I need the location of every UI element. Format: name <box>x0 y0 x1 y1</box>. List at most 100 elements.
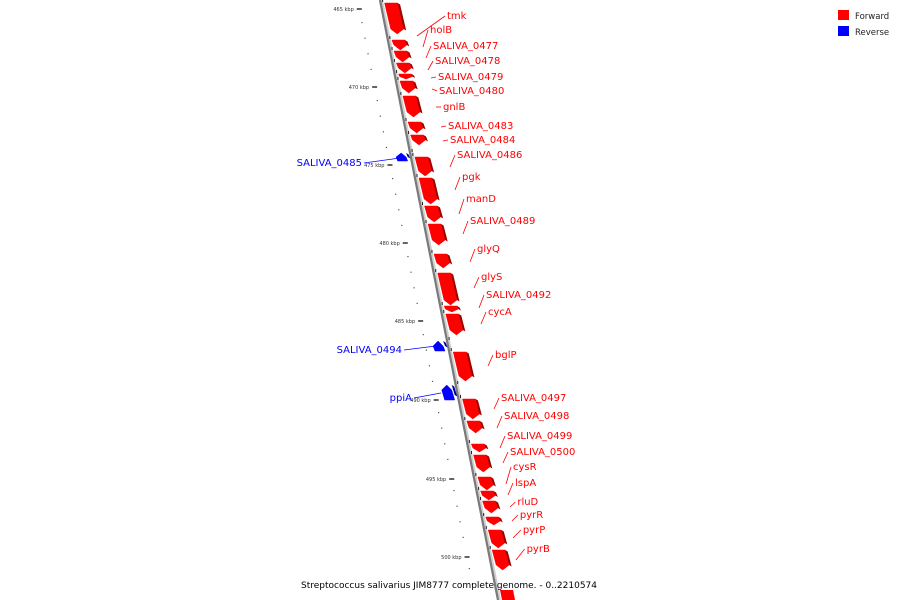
label-leader <box>515 548 525 561</box>
gene-label[interactable]: pgk <box>462 172 481 183</box>
gene-feature[interactable] <box>450 348 475 382</box>
gene-feature[interactable] <box>480 497 501 514</box>
position-dot <box>447 458 449 460</box>
gene-label[interactable]: SALIVA_0484 <box>450 135 515 146</box>
legend-item-forward[interactable]: Forward <box>838 10 889 22</box>
label-leader <box>487 354 494 367</box>
gene-feature[interactable] <box>441 302 461 313</box>
gene-arrow-shadow <box>441 224 448 242</box>
gene-label[interactable]: tmk <box>447 11 467 22</box>
gene-feature[interactable] <box>435 269 460 306</box>
position-dot <box>379 115 381 117</box>
position-dot <box>364 37 366 39</box>
gene-feature[interactable] <box>391 47 412 63</box>
gene-label[interactable]: bglP <box>495 350 517 361</box>
label-leader <box>431 88 438 92</box>
gene-label[interactable]: pyrB <box>527 544 550 555</box>
gene-feature[interactable] <box>396 70 416 80</box>
gene-label[interactable]: SALIVA_0499 <box>507 431 572 442</box>
gene-label[interactable]: SALIVA_0479 <box>438 72 503 83</box>
gene-label[interactable]: gnlB <box>443 102 465 113</box>
label-leader <box>462 220 469 235</box>
gene-feature[interactable] <box>393 59 414 74</box>
gene-feature[interactable] <box>389 36 410 51</box>
label-leader <box>499 435 506 449</box>
gene-label[interactable]: pyrR <box>520 510 543 521</box>
position-dot <box>376 100 378 102</box>
gene-feature[interactable] <box>464 417 485 434</box>
gene-label[interactable]: SALIVA_0494 <box>337 345 402 356</box>
gene-label[interactable]: SALIVA_0500 <box>510 447 575 458</box>
gene-label[interactable]: cycA <box>488 307 512 318</box>
gene-label[interactable]: glyS <box>481 272 502 283</box>
gene-arrow-shadow <box>451 385 458 397</box>
gene-feature[interactable] <box>459 395 482 420</box>
label-leader <box>430 76 437 79</box>
label-leader <box>512 529 522 539</box>
gene-label[interactable]: SALIVA_0480 <box>439 86 504 97</box>
legend-item-reverse[interactable]: Reverse <box>838 26 889 38</box>
gene-feature[interactable] <box>400 92 423 118</box>
gene-feature[interactable] <box>485 526 508 549</box>
gene-feature[interactable] <box>397 77 418 94</box>
gene-feature[interactable] <box>425 220 448 246</box>
gene-feature[interactable] <box>432 337 450 352</box>
gene-label[interactable]: holB <box>430 25 452 36</box>
gene-arrow-shadow <box>484 444 489 450</box>
gene-feature[interactable] <box>468 440 489 453</box>
tick-label: 475 kbp <box>364 163 384 169</box>
gene-feature[interactable] <box>422 202 444 223</box>
gene-label[interactable]: SALIVA_0498 <box>504 411 569 422</box>
gene-arrow-shadow <box>505 550 512 567</box>
gene-label[interactable]: SALIVA_0486 <box>457 150 522 161</box>
gene-label[interactable]: pyrP <box>523 525 545 536</box>
label-leader <box>493 397 500 410</box>
tick-label: 495 kbp <box>426 477 446 483</box>
gene-label[interactable]: SALIVA_0492 <box>486 290 551 301</box>
scale-ticks: 465 kbp 470 kbp 475 kbp 480 kbp 485 kbp 490 k… <box>333 7 470 561</box>
gene-label[interactable]: rluD <box>517 497 538 508</box>
tick-label: 500 kbp <box>441 555 461 561</box>
gene-feature[interactable] <box>382 0 407 35</box>
gene-label[interactable]: SALIVA_0497 <box>501 393 566 404</box>
gene-arrow-shadow <box>493 491 498 497</box>
genome-backbone <box>378 0 501 600</box>
gene-feature[interactable] <box>416 174 440 205</box>
gene-feature[interactable] <box>470 451 493 473</box>
gene-feature[interactable] <box>405 118 426 134</box>
gene-features <box>382 0 516 600</box>
gene-arrow-shadow <box>446 254 453 265</box>
gene-feature[interactable] <box>483 513 503 526</box>
gene-label[interactable]: glyQ <box>477 244 500 255</box>
label-leader <box>496 415 503 429</box>
gene-feature[interactable] <box>478 487 498 501</box>
position-dot <box>410 271 412 273</box>
gene-feature[interactable] <box>395 149 413 162</box>
gene-label[interactable]: cysR <box>513 462 537 473</box>
gene-feature[interactable] <box>408 131 429 146</box>
gene-feature[interactable] <box>431 250 453 269</box>
gene-feature[interactable] <box>443 310 466 336</box>
gene-arrow <box>402 95 421 118</box>
label-leader <box>442 139 449 142</box>
gene-arrow <box>473 454 491 473</box>
gene-feature[interactable] <box>475 473 496 491</box>
gene-label[interactable]: SALIVA_0483 <box>448 121 513 132</box>
gene-feature[interactable] <box>489 546 512 571</box>
gene-arrow <box>427 223 446 246</box>
position-dot <box>441 427 443 429</box>
gene-label[interactable]: ppiA <box>390 393 412 404</box>
gene-arrow-shadow <box>490 477 496 487</box>
gene-label[interactable]: SALIVA_0478 <box>435 56 500 67</box>
gene-arrow-shadow <box>404 40 410 47</box>
gene-label[interactable]: manD <box>466 194 496 205</box>
gene-label[interactable]: SALIVA_0485 <box>297 158 362 169</box>
position-dot <box>382 131 385 133</box>
gene-label[interactable]: SALIVA_0477 <box>433 41 498 52</box>
gene-arrow-partial <box>500 590 516 600</box>
gene-label[interactable]: SALIVA_0489 <box>470 216 535 227</box>
gene-label[interactable]: lspA <box>515 478 536 489</box>
genome-caption: Streptococcus salivarius JIM8777 complet… <box>301 581 597 591</box>
gene-feature[interactable] <box>412 153 435 177</box>
gene-feature[interactable] <box>441 381 459 401</box>
